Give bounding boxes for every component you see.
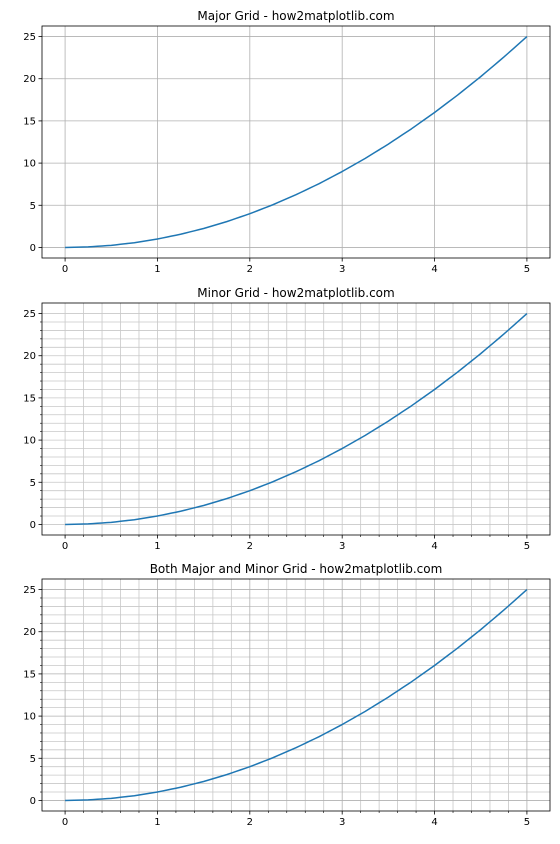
series-line-1 — [65, 35, 528, 249]
series-line-1 — [65, 312, 528, 526]
y-tick-label: 0 — [30, 520, 36, 531]
y-tick-label: 15 — [23, 393, 36, 404]
y-tick-label: 5 — [30, 201, 36, 212]
x-tick-label: 2 — [247, 264, 253, 275]
grid — [42, 579, 550, 811]
x-tick-label: 0 — [62, 817, 68, 828]
x-tick-label: 2 — [247, 541, 253, 552]
x-tick-label: 5 — [524, 264, 530, 275]
y-tick-label: 15 — [23, 116, 36, 127]
y-tick-label: 20 — [23, 351, 36, 362]
y-tick-label: 0 — [30, 796, 36, 807]
y-tick-label: 10 — [23, 159, 36, 170]
y-tick-label: 15 — [23, 669, 36, 680]
subplot-3: 0 1 2 3 4 5 0 5 10 15 20 25 Both Major and Minor Gri… — [23, 562, 551, 828]
y-tick-label: 5 — [30, 478, 36, 489]
grid — [42, 26, 550, 258]
x-tick-label: 3 — [339, 541, 345, 552]
y-tick-label: 25 — [23, 585, 36, 596]
subplot-title: Both Major and Minor Grid - how2matplotl… — [150, 562, 443, 576]
x-tick-label: 3 — [339, 264, 345, 275]
y-tick-label: 10 — [23, 712, 36, 723]
y-tick-label: 20 — [23, 627, 36, 638]
x-tick-label: 0 — [62, 264, 68, 275]
x-tick-label: 4 — [431, 817, 437, 828]
x-tick-label: 4 — [431, 541, 437, 552]
x-tick-label: 1 — [154, 264, 160, 275]
series-line-1 — [65, 588, 528, 802]
x-tick-label: 0 — [62, 541, 68, 552]
subplot-title: Minor Grid - how2matplotlib.com — [197, 286, 394, 300]
subplot-2: 0 1 2 3 4 5 0 5 10 15 20 25 Minor Grid - how2matplot… — [23, 286, 551, 552]
x-tick-label: 5 — [524, 817, 530, 828]
y-tick-label: 10 — [23, 436, 36, 447]
y-tick-label: 5 — [30, 754, 36, 765]
axes-frame — [41, 25, 551, 259]
y-tick-label: 0 — [30, 243, 36, 254]
x-tick-label: 4 — [431, 264, 437, 275]
x-tick-label: 2 — [247, 817, 253, 828]
x-tick-label: 3 — [339, 817, 345, 828]
axes-frame — [41, 302, 551, 536]
x-tick-label: 1 — [154, 817, 160, 828]
y-tick-label: 20 — [23, 74, 36, 85]
x-tick-label: 5 — [524, 541, 530, 552]
y-tick-label: 25 — [23, 309, 36, 320]
axes-frame — [41, 578, 551, 812]
x-tick-label: 1 — [154, 541, 160, 552]
subplot-title: Major Grid - how2matplotlib.com — [197, 9, 394, 23]
grid — [42, 303, 550, 535]
y-tick-label: 25 — [23, 32, 36, 43]
subplot-1: 0 1 2 3 4 5 0 5 10 15 20 25 Major Grid - how2matplot… — [23, 9, 551, 275]
